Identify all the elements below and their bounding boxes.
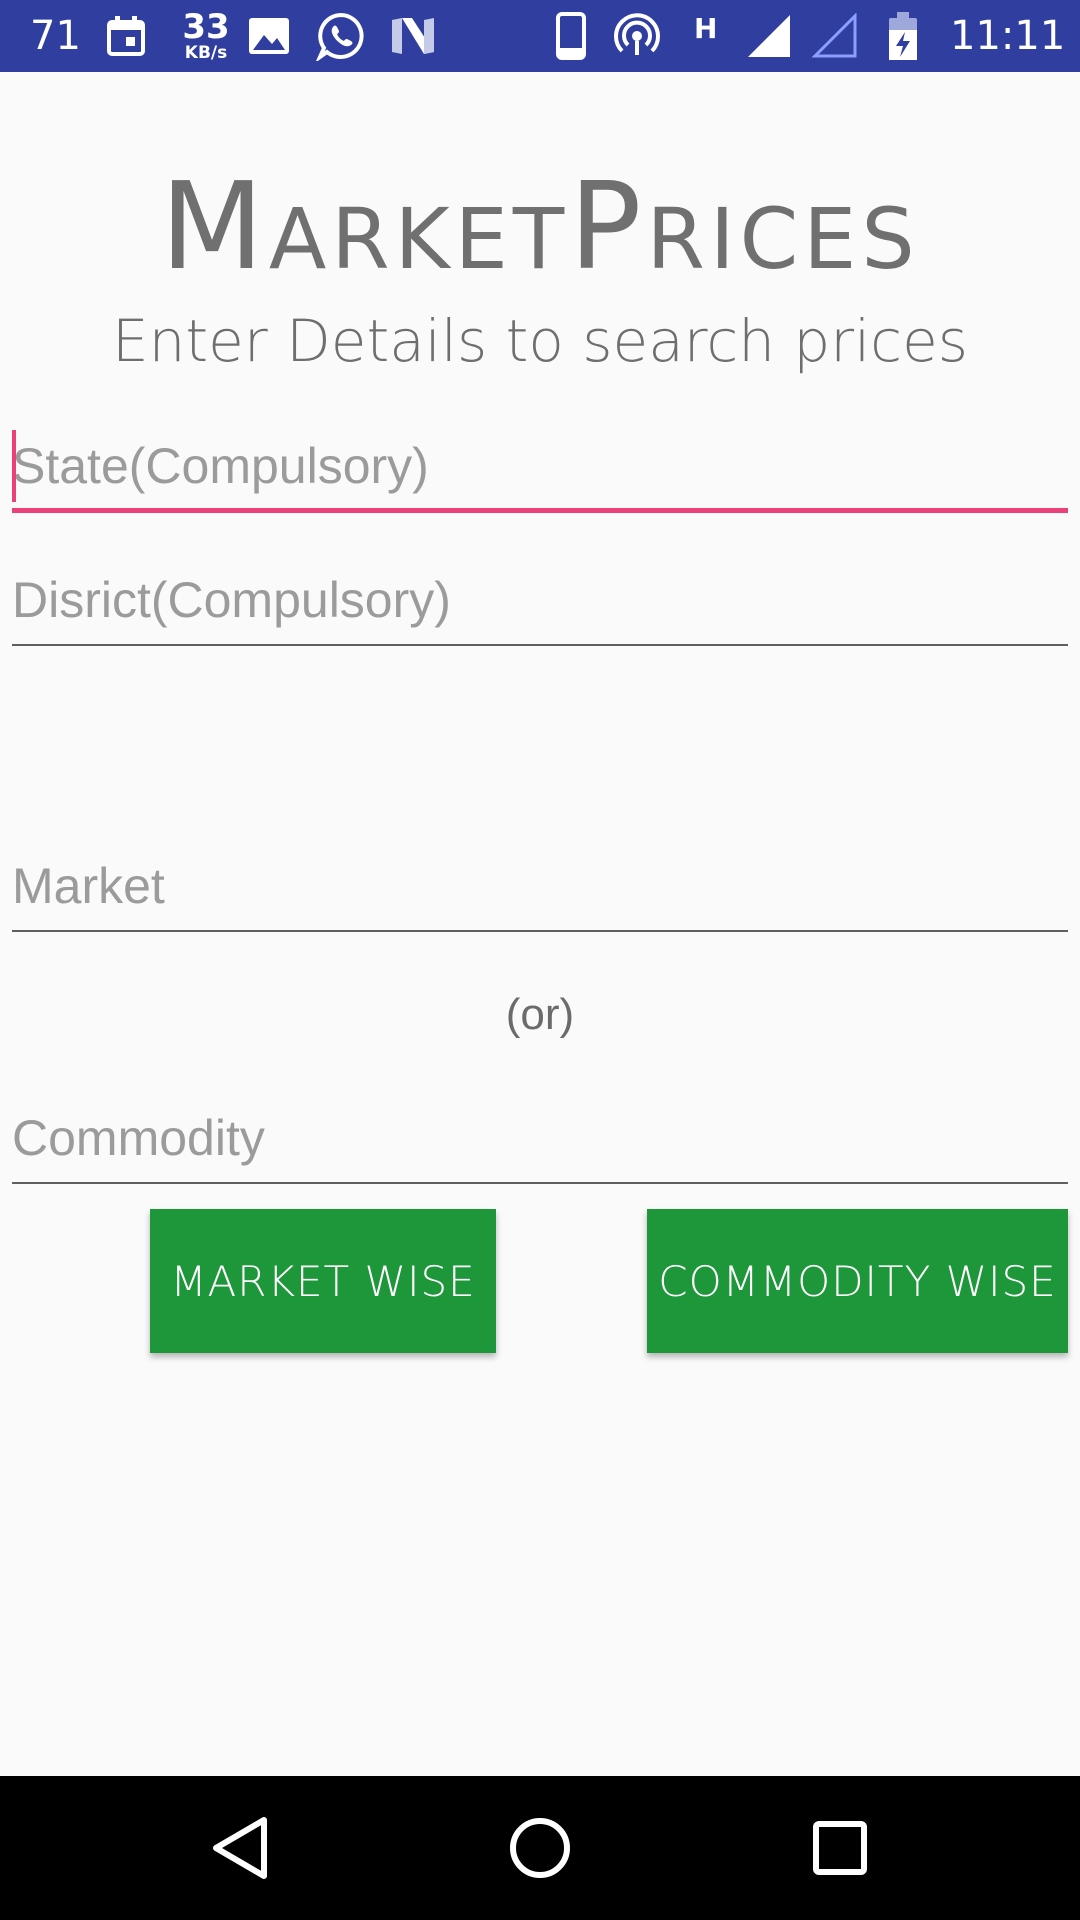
signal-icon	[746, 0, 792, 72]
notification-count: 71	[30, 13, 81, 59]
state-input[interactable]	[12, 424, 1068, 508]
or-separator: (or)	[505, 990, 575, 1039]
commodity-field-underline	[12, 1182, 1068, 1184]
network-speed: 33 KB/s	[176, 10, 236, 62]
page-subtitle: Enter Details to search prices	[112, 307, 968, 375]
navigation-bar	[0, 1776, 1080, 1920]
battery-charging-icon	[888, 0, 918, 72]
commodity-input[interactable]	[12, 1096, 1068, 1180]
recents-icon[interactable]	[798, 1806, 882, 1890]
market-wise-button[interactable]: MARKET WISE	[150, 1209, 496, 1353]
state-field-underline	[12, 508, 1068, 513]
commodity-wise-button[interactable]: COMMODITY WISE	[647, 1209, 1068, 1353]
signal-empty-icon	[812, 0, 858, 72]
back-icon[interactable]	[198, 1806, 282, 1890]
network-speed-unit: KB/s	[184, 43, 228, 63]
n-app-icon	[390, 0, 436, 72]
whatsapp-icon	[316, 0, 366, 72]
image-icon	[248, 0, 290, 72]
network-speed-value: 33	[182, 7, 230, 47]
calendar-icon	[106, 0, 146, 72]
phone-icon	[556, 0, 586, 72]
market-input[interactable]	[12, 844, 1068, 928]
status-bar: 71 33 KB/s	[0, 0, 1080, 72]
text-caret	[12, 430, 16, 502]
hotspot-icon	[614, 0, 660, 72]
network-type: H	[694, 11, 718, 45]
market-field-underline	[12, 930, 1068, 932]
district-input[interactable]	[12, 558, 1068, 642]
app-title: MarketPrices	[160, 158, 920, 297]
district-field-underline	[12, 644, 1068, 646]
clock: 11:11	[950, 13, 1066, 59]
home-icon[interactable]	[498, 1806, 582, 1890]
